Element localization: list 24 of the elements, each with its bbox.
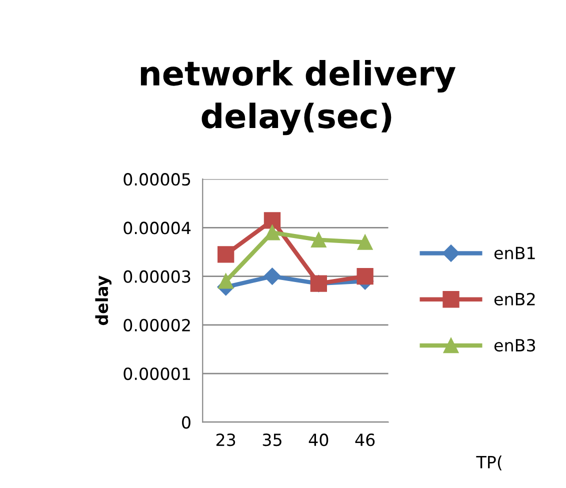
legend-label: enB2 xyxy=(494,292,535,306)
x-tick-label: 35 xyxy=(262,434,282,446)
x-tick-label: 40 xyxy=(308,434,328,446)
point xyxy=(218,246,234,263)
point xyxy=(264,224,280,240)
point xyxy=(311,232,326,248)
text: TP( xyxy=(476,456,502,470)
x-tick-label: 46 xyxy=(355,434,375,446)
y-tick-label: 0.00001 xyxy=(124,367,190,380)
y-tick-label: 0.00005 xyxy=(124,173,190,186)
chart-title: network delivery delay(sec) xyxy=(140,60,456,136)
point xyxy=(264,212,281,229)
legend-label: enB1 xyxy=(494,246,535,260)
point xyxy=(264,268,281,285)
x-tick-label: 23 xyxy=(216,434,236,446)
y-tick-label: 0 xyxy=(182,416,190,429)
y-axis-title: delay xyxy=(95,276,112,326)
y-tick-label: 0.00003 xyxy=(124,270,190,283)
legend-label: enB3 xyxy=(494,338,536,352)
point xyxy=(356,268,374,285)
y-tick-label: 0.00004 xyxy=(124,222,191,234)
point xyxy=(357,234,373,250)
y-tick-label: 0.00002 xyxy=(124,318,190,332)
point xyxy=(218,274,234,289)
